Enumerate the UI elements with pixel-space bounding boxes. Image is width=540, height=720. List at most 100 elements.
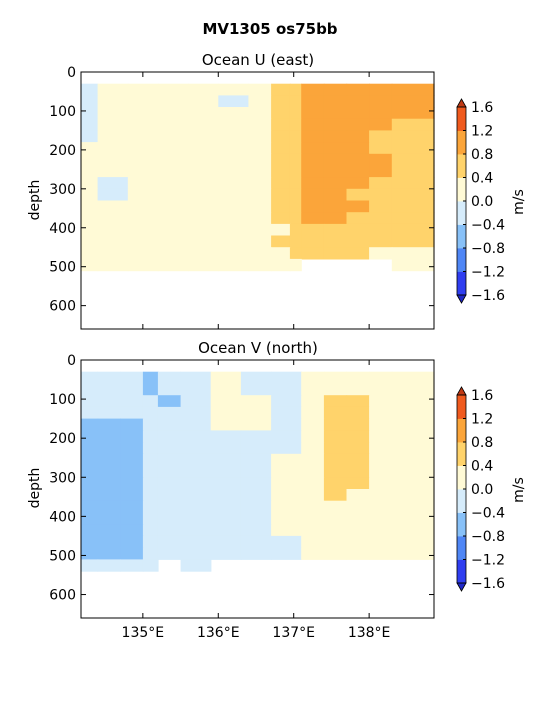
heatmap-cell [289, 212, 302, 225]
heatmap-cell [271, 547, 302, 560]
heatmap-cell [180, 430, 212, 443]
heatmap-cell [81, 547, 99, 560]
heatmap-cell [289, 258, 302, 272]
y-tick-label: 500 [49, 548, 76, 564]
heatmap-cell [323, 107, 348, 120]
heatmap-cell [120, 442, 144, 455]
heatmap-cell [97, 512, 121, 525]
heatmap-cell [301, 153, 325, 167]
heatmap-cell [142, 489, 159, 502]
heatmap-cell [271, 258, 291, 272]
heatmap-cell [210, 512, 242, 525]
heatmap-cell [240, 477, 272, 490]
heatmap-cell [127, 212, 159, 225]
heatmap-cell [289, 235, 302, 248]
heatmap-cell [248, 153, 272, 167]
heatmap-cell [97, 406, 121, 420]
heatmap-cell [157, 465, 182, 478]
colorbar: 1.6 1.2 0.8 0.4 0.0 −0.4 −0.8 −1.2 −1.6 [456, 386, 505, 592]
heatmap-cell [289, 223, 302, 237]
heatmap-cell [289, 165, 302, 178]
heatmap-cell [391, 153, 435, 167]
heatmap-cell [271, 418, 302, 431]
heatmap-cell [142, 465, 159, 478]
heatmap-cell [210, 371, 242, 384]
heatmap-cell [346, 118, 370, 131]
heatmap-cell [97, 524, 121, 537]
heatmap-cell [97, 188, 129, 202]
heatmap-cell [157, 524, 182, 537]
heatmap-cell [127, 200, 159, 213]
heatmap-cell [323, 383, 348, 396]
heatmap-cell [301, 118, 325, 131]
heatmap-cell [323, 200, 348, 213]
panel-title: Ocean U (east) [202, 51, 314, 69]
figure-title: MV1305 os75bb [202, 20, 338, 38]
heatmap-cell [120, 383, 144, 396]
heatmap-cell [271, 395, 302, 408]
heatmap-cell [97, 395, 121, 408]
heatmap-cell [301, 165, 325, 178]
heatmap-cell [271, 383, 302, 396]
heatmap-cell [120, 500, 144, 513]
colorbar-segment [457, 177, 466, 202]
heatmap-cell [271, 430, 302, 443]
colorbar-segment [457, 154, 466, 178]
heatmap-cell [81, 247, 99, 260]
heatmap-cell [81, 200, 99, 213]
y-tick-label: 0 [67, 65, 76, 81]
heatmap-cell [369, 418, 393, 431]
heatmap-cell [369, 430, 393, 443]
heatmap-cell [81, 371, 99, 384]
heatmap-cell [391, 118, 435, 131]
heatmap-cells [81, 83, 435, 272]
heatmap-cell [346, 107, 370, 120]
heatmap-cell [188, 200, 219, 213]
heatmap-cell [97, 130, 129, 143]
heatmap-cell [391, 200, 435, 213]
heatmap-cell [120, 453, 144, 467]
heatmap-cell [391, 165, 435, 178]
heatmap-cell [127, 95, 159, 108]
colorbar-tick-label: 0.8 [471, 435, 493, 451]
y-tick-label: 300 [49, 470, 76, 486]
heatmap-cell [346, 142, 370, 155]
heatmap-cell [289, 95, 302, 108]
heatmap-cell [289, 83, 302, 96]
y-axis-label: depth [27, 180, 43, 221]
heatmap-cell [391, 465, 435, 478]
heatmap-cell [97, 559, 121, 572]
heatmap-cell [188, 258, 219, 272]
heatmap-cell [346, 95, 370, 108]
heatmap-cell [240, 524, 272, 537]
heatmap-cell [391, 406, 435, 420]
heatmap-cell [240, 406, 272, 420]
heatmap-cell [120, 477, 144, 490]
heatmap-cell [188, 118, 219, 131]
heatmap-cell [81, 383, 99, 396]
heatmap-cell [218, 142, 250, 155]
heatmap-cell [127, 83, 159, 96]
heatmap-cell [97, 430, 121, 443]
heatmap-cell [210, 489, 242, 502]
heatmap-cell [157, 130, 189, 143]
axes: 0 100 200 300 400 500 600 [49, 65, 435, 330]
heatmap-cell [271, 535, 302, 549]
heatmap-cell [301, 418, 325, 431]
heatmap-cell [97, 247, 129, 260]
heatmap-cell [157, 212, 189, 225]
heatmap-cell [240, 500, 272, 513]
heatmap-cell [218, 165, 250, 178]
heatmap-cell [248, 212, 272, 225]
heatmap-cell [391, 177, 435, 190]
heatmap-cell [81, 524, 99, 537]
heatmap-cell [301, 383, 325, 396]
heatmap-cell [218, 83, 250, 96]
heatmap-cell [97, 235, 129, 248]
heatmap-cell [289, 200, 302, 213]
y-tick-label: 0 [67, 353, 76, 369]
heatmap-cell [248, 142, 272, 155]
heatmap-cell [369, 142, 393, 155]
heatmap-cell [81, 118, 99, 131]
heatmap-cell [346, 200, 370, 213]
